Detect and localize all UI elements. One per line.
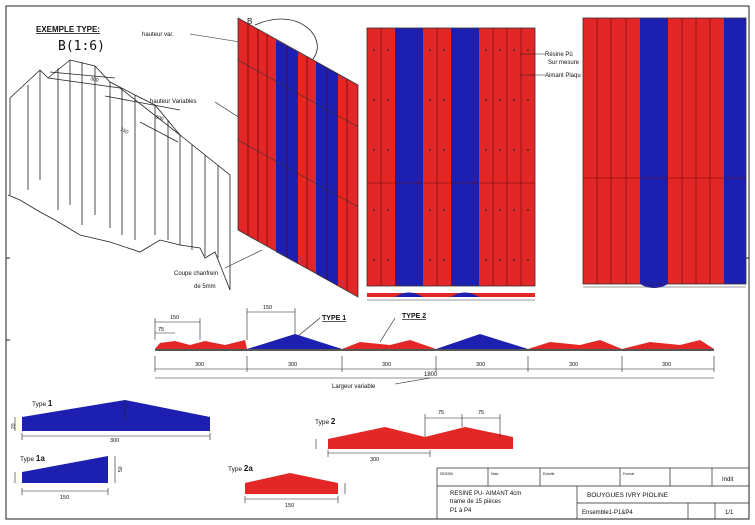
dim-150-b: 150 — [263, 305, 272, 311]
resine-label: Résine Pü — [545, 52, 573, 58]
dim-150-a: 150 — [170, 315, 179, 321]
type2-label: Type 2 — [315, 417, 336, 426]
detail-marker-letter: B — [247, 17, 252, 26]
tb-small-3: Echelle — [543, 472, 555, 476]
section-profile — [154, 308, 715, 385]
type1-height: 20 — [11, 423, 17, 429]
type2a-label: Type 2a — [228, 464, 253, 473]
skewed-panel — [237, 17, 359, 298]
segment-dim: 300 — [288, 362, 297, 368]
dim-label: 150 — [119, 127, 129, 136]
front-elevation-left — [366, 27, 536, 301]
tb-small-1: DESSIN — [440, 472, 454, 476]
type1a-height: 50 — [118, 466, 124, 472]
bolt-dots — [373, 49, 529, 261]
type1a-label: Type 1a — [20, 454, 45, 463]
tb-small-4: Format — [623, 472, 634, 476]
largeur-variable-label: Largeur variable — [332, 384, 376, 390]
aimant-label: Aimant Plaqu — [545, 73, 581, 79]
hauteur-variables-label: hauteur Variables — [150, 99, 197, 105]
type2-dim-75a: 75 — [438, 410, 444, 416]
profile-type1 — [14, 400, 211, 440]
segment-dim: 300 — [476, 362, 485, 368]
type1-callout: TYPE 1 — [322, 315, 346, 322]
dim-label: 300 — [154, 114, 164, 122]
profile-type2 — [315, 414, 513, 457]
profile-type1a — [14, 456, 116, 495]
tb-description: RESINE PU- AIMANT 4cm — [450, 491, 521, 497]
hauteur-var-label: hauteur var. — [142, 32, 174, 38]
tb-description-3: P1 à P4 — [450, 508, 472, 514]
tb-client: BOUYGUES IVRY PIOLINE — [587, 492, 669, 499]
example-title: EXEMPLE TYPE: — [36, 25, 100, 34]
type2-dim: 300 — [370, 457, 379, 463]
tb-sheet: 1/1 — [725, 510, 734, 516]
type1a-dim: 150 — [60, 495, 69, 501]
segment-dim: 300 — [569, 362, 578, 368]
scale-label: B(1:6) — [58, 39, 105, 54]
total-dim: 1800 — [424, 372, 438, 378]
title-block — [436, 467, 750, 520]
segment-dim: 300 — [662, 362, 671, 368]
tb-description-2: trame de 15 pièces — [450, 499, 501, 505]
tb-small-2: Date — [491, 472, 498, 476]
sur-mesure-label: Sur mesure — [548, 60, 580, 66]
tb-rev: Indit — [722, 477, 734, 483]
front-elevation-right — [582, 17, 747, 288]
type1-dim: 300 — [110, 438, 119, 444]
type1-label: Type 1 — [32, 399, 53, 408]
dim-label: 300 — [90, 76, 100, 84]
type2-dim-75b: 75 — [478, 410, 484, 416]
tb-ensemble: Ensemble1-P1&P4 — [582, 510, 633, 516]
sheet-border — [5, 5, 750, 520]
detail-marker-arc — [254, 18, 318, 61]
segment-dim: 300 — [382, 362, 391, 368]
coupe-label-2: de 5mm — [194, 284, 216, 290]
type2a-dim: 150 — [285, 503, 294, 509]
dim-75: 75 — [158, 327, 164, 333]
coupe-label: Coupe chanfrein — [174, 271, 218, 277]
segment-dim: 300 — [195, 362, 204, 368]
profile-type2a — [244, 473, 346, 503]
isometric-view — [7, 59, 231, 291]
type2-callout: TYPE 2 — [402, 313, 426, 320]
